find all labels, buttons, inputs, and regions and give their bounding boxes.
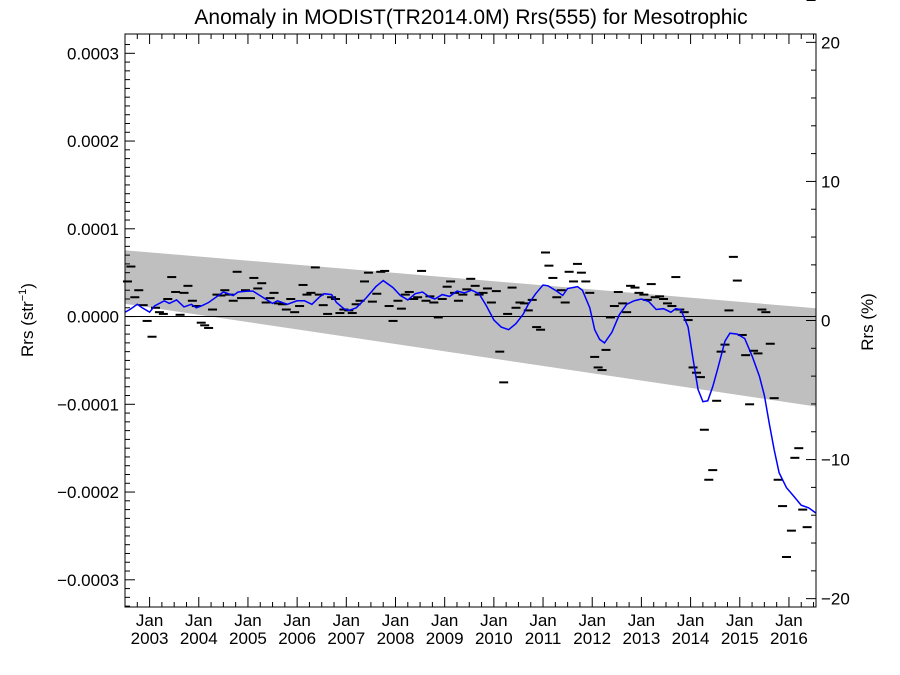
x-tick-year-label: 2013 bbox=[622, 629, 660, 648]
right-tick-label: −10 bbox=[821, 451, 850, 470]
left-tick-label: 0.0000 bbox=[67, 308, 119, 327]
left-tick-label: 0.0003 bbox=[67, 44, 119, 63]
x-tick-year-label: 2008 bbox=[377, 629, 415, 648]
x-tick-month-label: Jan bbox=[136, 611, 163, 630]
right-tick-label: 20 bbox=[821, 33, 840, 52]
x-tick-year-label: 2012 bbox=[573, 629, 611, 648]
chart-title: Anomaly in MODIST(TR2014.0M) Rrs(555) fo… bbox=[194, 6, 747, 29]
left-tick-label: −0.0002 bbox=[57, 483, 119, 502]
smoothed-line-layer bbox=[124, 279, 817, 514]
x-tick-month-label: Jan bbox=[382, 611, 409, 630]
x-tick-year-label: 2011 bbox=[525, 629, 562, 648]
x-tick-month-label: Jan bbox=[431, 611, 458, 630]
y-axis-label-left-exp: −1 bbox=[17, 289, 29, 302]
x-tick-month-label: Jan bbox=[775, 611, 802, 630]
x-tick-year-label: 2003 bbox=[131, 629, 169, 648]
x-tick-month-label: Jan bbox=[677, 611, 704, 630]
uncertainty-band bbox=[125, 250, 816, 407]
x-tick-month-label: Jan bbox=[234, 611, 261, 630]
y-axis-label-left: Rrs (str−1) bbox=[17, 283, 37, 357]
x-tick-month-label: Jan bbox=[529, 611, 556, 630]
x-tick-year-label: 2009 bbox=[426, 629, 464, 648]
left-tick-label: −0.0003 bbox=[57, 571, 119, 590]
left-tick-label: −0.0001 bbox=[57, 395, 119, 414]
x-tick-month-label: Jan bbox=[333, 611, 360, 630]
x-tick-month-label: Jan bbox=[628, 611, 655, 630]
x-tick-year-label: 2016 bbox=[770, 629, 808, 648]
y-axis-label-right: Rrs (%) bbox=[858, 293, 877, 351]
y-axis-label-left-text: Rrs (str bbox=[18, 301, 37, 357]
x-axis: Jan2003Jan2004Jan2005Jan2006Jan2007Jan20… bbox=[124, 34, 815, 648]
x-tick-year-label: 2010 bbox=[475, 629, 513, 648]
x-tick-year-label: 2014 bbox=[672, 629, 710, 648]
right-y-axis: 20 10 0 −10 −20 bbox=[806, 33, 850, 609]
smoothed-series-line bbox=[124, 279, 817, 514]
x-tick-month-label: Jan bbox=[726, 611, 753, 630]
x-tick-year-label: 2005 bbox=[229, 629, 267, 648]
x-tick-year-label: 2015 bbox=[721, 629, 759, 648]
x-tick-year-label: 2006 bbox=[278, 629, 316, 648]
x-tick-year-label: 2004 bbox=[180, 629, 218, 648]
x-tick-month-label: Jan bbox=[579, 611, 606, 630]
x-tick-month-label: Jan bbox=[480, 611, 507, 630]
x-tick-month-label: Jan bbox=[185, 611, 212, 630]
right-tick-label: −20 bbox=[821, 590, 850, 609]
y-axis-label-left-close: ) bbox=[18, 283, 37, 289]
right-tick-label: 10 bbox=[821, 172, 840, 191]
x-tick-month-label: Jan bbox=[283, 611, 310, 630]
uncertainty-band-layer bbox=[125, 250, 816, 407]
monthly-points-layer bbox=[122, 0, 816, 558]
left-y-axis: 0.0003 0.0002 0.0001 0.0000 −0.0001 −0.0002 −0… bbox=[57, 44, 135, 607]
left-tick-label: 0.0001 bbox=[67, 220, 119, 239]
left-tick-label: 0.0002 bbox=[67, 132, 119, 151]
x-tick-year-label: 2007 bbox=[327, 629, 365, 648]
right-tick-label: 0 bbox=[821, 312, 830, 331]
